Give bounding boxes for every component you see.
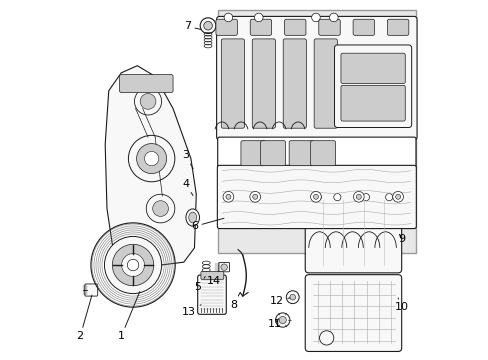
Circle shape [313,194,321,201]
FancyBboxPatch shape [218,262,229,272]
Circle shape [311,13,320,22]
Text: 8: 8 [230,293,239,310]
Circle shape [224,13,232,22]
FancyBboxPatch shape [386,19,408,35]
Circle shape [223,192,233,202]
Circle shape [362,194,369,201]
Text: 11: 11 [267,319,281,329]
Ellipse shape [185,209,199,226]
FancyBboxPatch shape [284,19,305,35]
Circle shape [144,152,159,166]
Text: 7: 7 [183,21,200,31]
Text: 4: 4 [182,179,193,195]
Circle shape [146,194,175,223]
FancyBboxPatch shape [288,141,313,166]
FancyBboxPatch shape [352,19,374,35]
Circle shape [221,264,227,270]
Text: 9: 9 [397,234,405,244]
Circle shape [333,194,340,201]
Circle shape [392,192,403,202]
FancyBboxPatch shape [340,85,405,121]
FancyBboxPatch shape [305,185,401,273]
FancyBboxPatch shape [250,19,271,35]
Circle shape [122,253,144,276]
Circle shape [203,21,212,30]
Circle shape [200,18,216,33]
Circle shape [385,194,392,201]
Circle shape [289,294,295,300]
Circle shape [319,331,333,345]
Text: 5: 5 [194,276,205,292]
Circle shape [127,259,139,271]
Text: 10: 10 [394,298,408,312]
Circle shape [356,194,361,199]
Text: 2: 2 [77,295,92,342]
FancyBboxPatch shape [217,137,415,167]
Circle shape [395,194,400,199]
Text: 13: 13 [182,305,201,317]
Circle shape [128,135,175,182]
Circle shape [353,192,364,202]
FancyBboxPatch shape [334,45,411,127]
FancyBboxPatch shape [318,19,340,35]
FancyBboxPatch shape [197,275,226,314]
Circle shape [254,13,263,22]
FancyBboxPatch shape [241,141,265,166]
Circle shape [112,244,153,286]
Circle shape [313,194,318,199]
Circle shape [104,237,162,294]
Circle shape [140,94,156,109]
Circle shape [152,201,168,216]
FancyBboxPatch shape [305,275,401,351]
Text: 6: 6 [191,218,224,231]
Text: 14: 14 [206,271,221,286]
Circle shape [249,192,260,202]
FancyBboxPatch shape [310,141,335,166]
Circle shape [225,194,230,199]
Circle shape [329,13,337,22]
FancyBboxPatch shape [84,284,98,296]
Circle shape [134,88,162,115]
FancyBboxPatch shape [216,19,237,35]
FancyBboxPatch shape [217,10,415,253]
FancyBboxPatch shape [313,39,337,128]
Circle shape [285,291,299,303]
FancyBboxPatch shape [252,39,275,128]
FancyBboxPatch shape [340,53,405,84]
Text: 1: 1 [118,292,140,342]
FancyBboxPatch shape [283,39,306,128]
Text: 12: 12 [269,296,290,306]
FancyBboxPatch shape [201,271,224,279]
Circle shape [275,313,289,327]
FancyBboxPatch shape [119,75,173,93]
Polygon shape [105,66,196,267]
Circle shape [252,194,257,199]
Circle shape [136,144,166,174]
FancyBboxPatch shape [217,165,415,229]
Text: 3: 3 [182,150,193,168]
Circle shape [310,192,321,202]
FancyBboxPatch shape [216,17,416,140]
Ellipse shape [188,212,196,223]
Circle shape [279,316,285,324]
FancyBboxPatch shape [221,39,244,128]
FancyBboxPatch shape [260,141,285,166]
